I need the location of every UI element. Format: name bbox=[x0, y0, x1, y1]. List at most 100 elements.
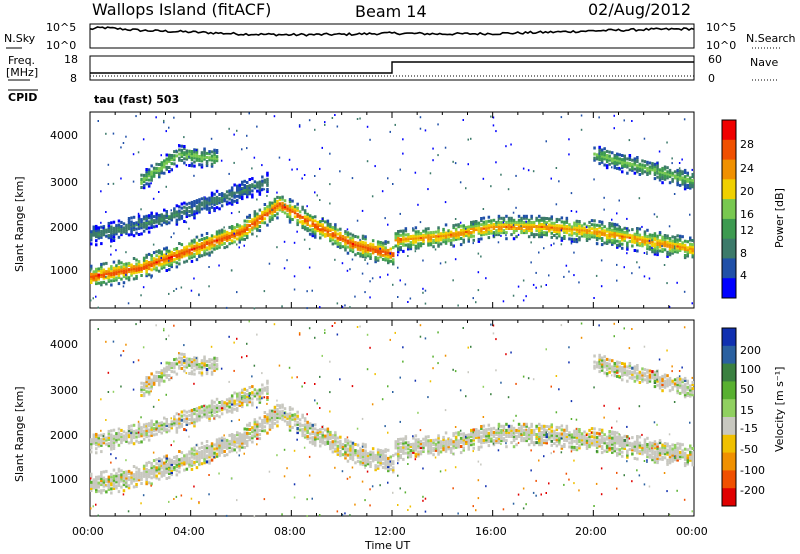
velocity-cell bbox=[140, 477, 143, 481]
power-cell bbox=[243, 183, 246, 187]
velocity-cell bbox=[163, 473, 166, 477]
velocity-cell bbox=[407, 463, 409, 465]
power-cell bbox=[241, 195, 244, 198]
power-cell bbox=[193, 204, 196, 208]
power-cell bbox=[122, 285, 125, 288]
power-cell bbox=[621, 232, 624, 236]
power-cell bbox=[218, 201, 221, 205]
velocity-cell bbox=[130, 479, 133, 483]
power-cell bbox=[570, 210, 573, 212]
power-cell bbox=[288, 210, 292, 214]
power-cell bbox=[220, 192, 224, 196]
power-cell bbox=[346, 251, 350, 255]
velocity-cell bbox=[203, 410, 206, 414]
power-cell bbox=[598, 162, 601, 166]
velocity-cell bbox=[258, 396, 262, 400]
power-cell bbox=[432, 245, 435, 249]
velocity-cell bbox=[324, 329, 326, 332]
power-cell bbox=[611, 232, 614, 236]
power-cell bbox=[122, 269, 126, 272]
power-cell bbox=[127, 225, 131, 229]
velocity-cell bbox=[366, 454, 370, 458]
velocity-cell bbox=[140, 389, 143, 393]
velocity-cell bbox=[175, 459, 179, 463]
power-cell bbox=[160, 169, 163, 173]
velocity-cell bbox=[276, 410, 279, 414]
power-cell bbox=[127, 227, 131, 231]
velocity-cell bbox=[95, 486, 98, 490]
power-cell bbox=[432, 232, 435, 236]
velocity-cell bbox=[142, 464, 146, 468]
velocity-cell bbox=[314, 399, 316, 402]
velocity-cell bbox=[470, 433, 473, 436]
power-cell bbox=[281, 203, 284, 207]
power-cell bbox=[125, 266, 128, 270]
power-cell bbox=[110, 271, 113, 275]
velocity-cell bbox=[230, 439, 234, 443]
power-cell bbox=[243, 219, 246, 223]
power-cell bbox=[198, 159, 201, 163]
velocity-cell bbox=[163, 463, 166, 467]
velocity-cell bbox=[465, 395, 467, 398]
velocity-cell bbox=[397, 454, 400, 458]
velocity-cell bbox=[135, 476, 138, 480]
power-cell bbox=[90, 236, 93, 240]
velocity-cell bbox=[349, 450, 352, 454]
power-cell bbox=[623, 226, 626, 230]
power-cell bbox=[520, 222, 523, 226]
power-cell bbox=[525, 231, 528, 235]
velocity-cell bbox=[200, 462, 204, 466]
velocity-cell bbox=[379, 455, 381, 458]
power-cell bbox=[422, 229, 425, 233]
power-cell bbox=[432, 239, 435, 242]
power-cell bbox=[220, 194, 224, 198]
power-cell bbox=[646, 251, 648, 254]
power-cell bbox=[444, 223, 448, 227]
power-cell bbox=[316, 194, 318, 197]
power-cell bbox=[384, 248, 387, 252]
power-cell bbox=[238, 240, 241, 244]
velocity-cell bbox=[311, 427, 314, 431]
power-cell bbox=[346, 239, 350, 243]
velocity-cell bbox=[220, 408, 224, 412]
velocity-cell bbox=[185, 372, 188, 375]
velocity-cell bbox=[213, 417, 215, 420]
power-cell bbox=[384, 256, 387, 260]
power-cell bbox=[339, 246, 342, 250]
velocity-cell bbox=[238, 418, 240, 421]
power-cell bbox=[374, 165, 376, 168]
velocity-cell bbox=[170, 370, 173, 374]
velocity-cell bbox=[311, 442, 314, 446]
power-cell bbox=[155, 212, 158, 216]
power-cell bbox=[308, 228, 312, 232]
velocity-cell bbox=[336, 448, 340, 452]
velocity-cell bbox=[135, 466, 138, 470]
power-cell bbox=[676, 171, 679, 174]
velocity-cell bbox=[213, 408, 216, 412]
power-cell bbox=[626, 235, 629, 239]
power-cell bbox=[397, 238, 400, 242]
power-cell bbox=[683, 187, 687, 191]
power-cell bbox=[427, 235, 430, 239]
velocity-cell bbox=[135, 482, 138, 486]
power-cell bbox=[107, 226, 111, 229]
power-cell bbox=[422, 237, 425, 241]
power-cell bbox=[198, 155, 201, 158]
power-cell bbox=[130, 220, 133, 224]
power-cell bbox=[256, 218, 259, 222]
power-cell bbox=[339, 231, 342, 235]
velocity-cell bbox=[296, 414, 299, 418]
velocity-cell bbox=[288, 424, 292, 428]
velocity-cell bbox=[288, 412, 292, 416]
power-cell bbox=[651, 235, 654, 239]
power-cell bbox=[470, 222, 473, 226]
power-cell bbox=[540, 218, 543, 222]
power-cell bbox=[653, 164, 657, 168]
power-cell bbox=[122, 230, 126, 234]
power-cell bbox=[553, 223, 556, 227]
velocity-cell bbox=[183, 454, 186, 458]
power-cell bbox=[575, 230, 579, 233]
power-cell bbox=[107, 275, 111, 279]
power-cell bbox=[130, 271, 133, 275]
power-cell bbox=[613, 160, 616, 164]
